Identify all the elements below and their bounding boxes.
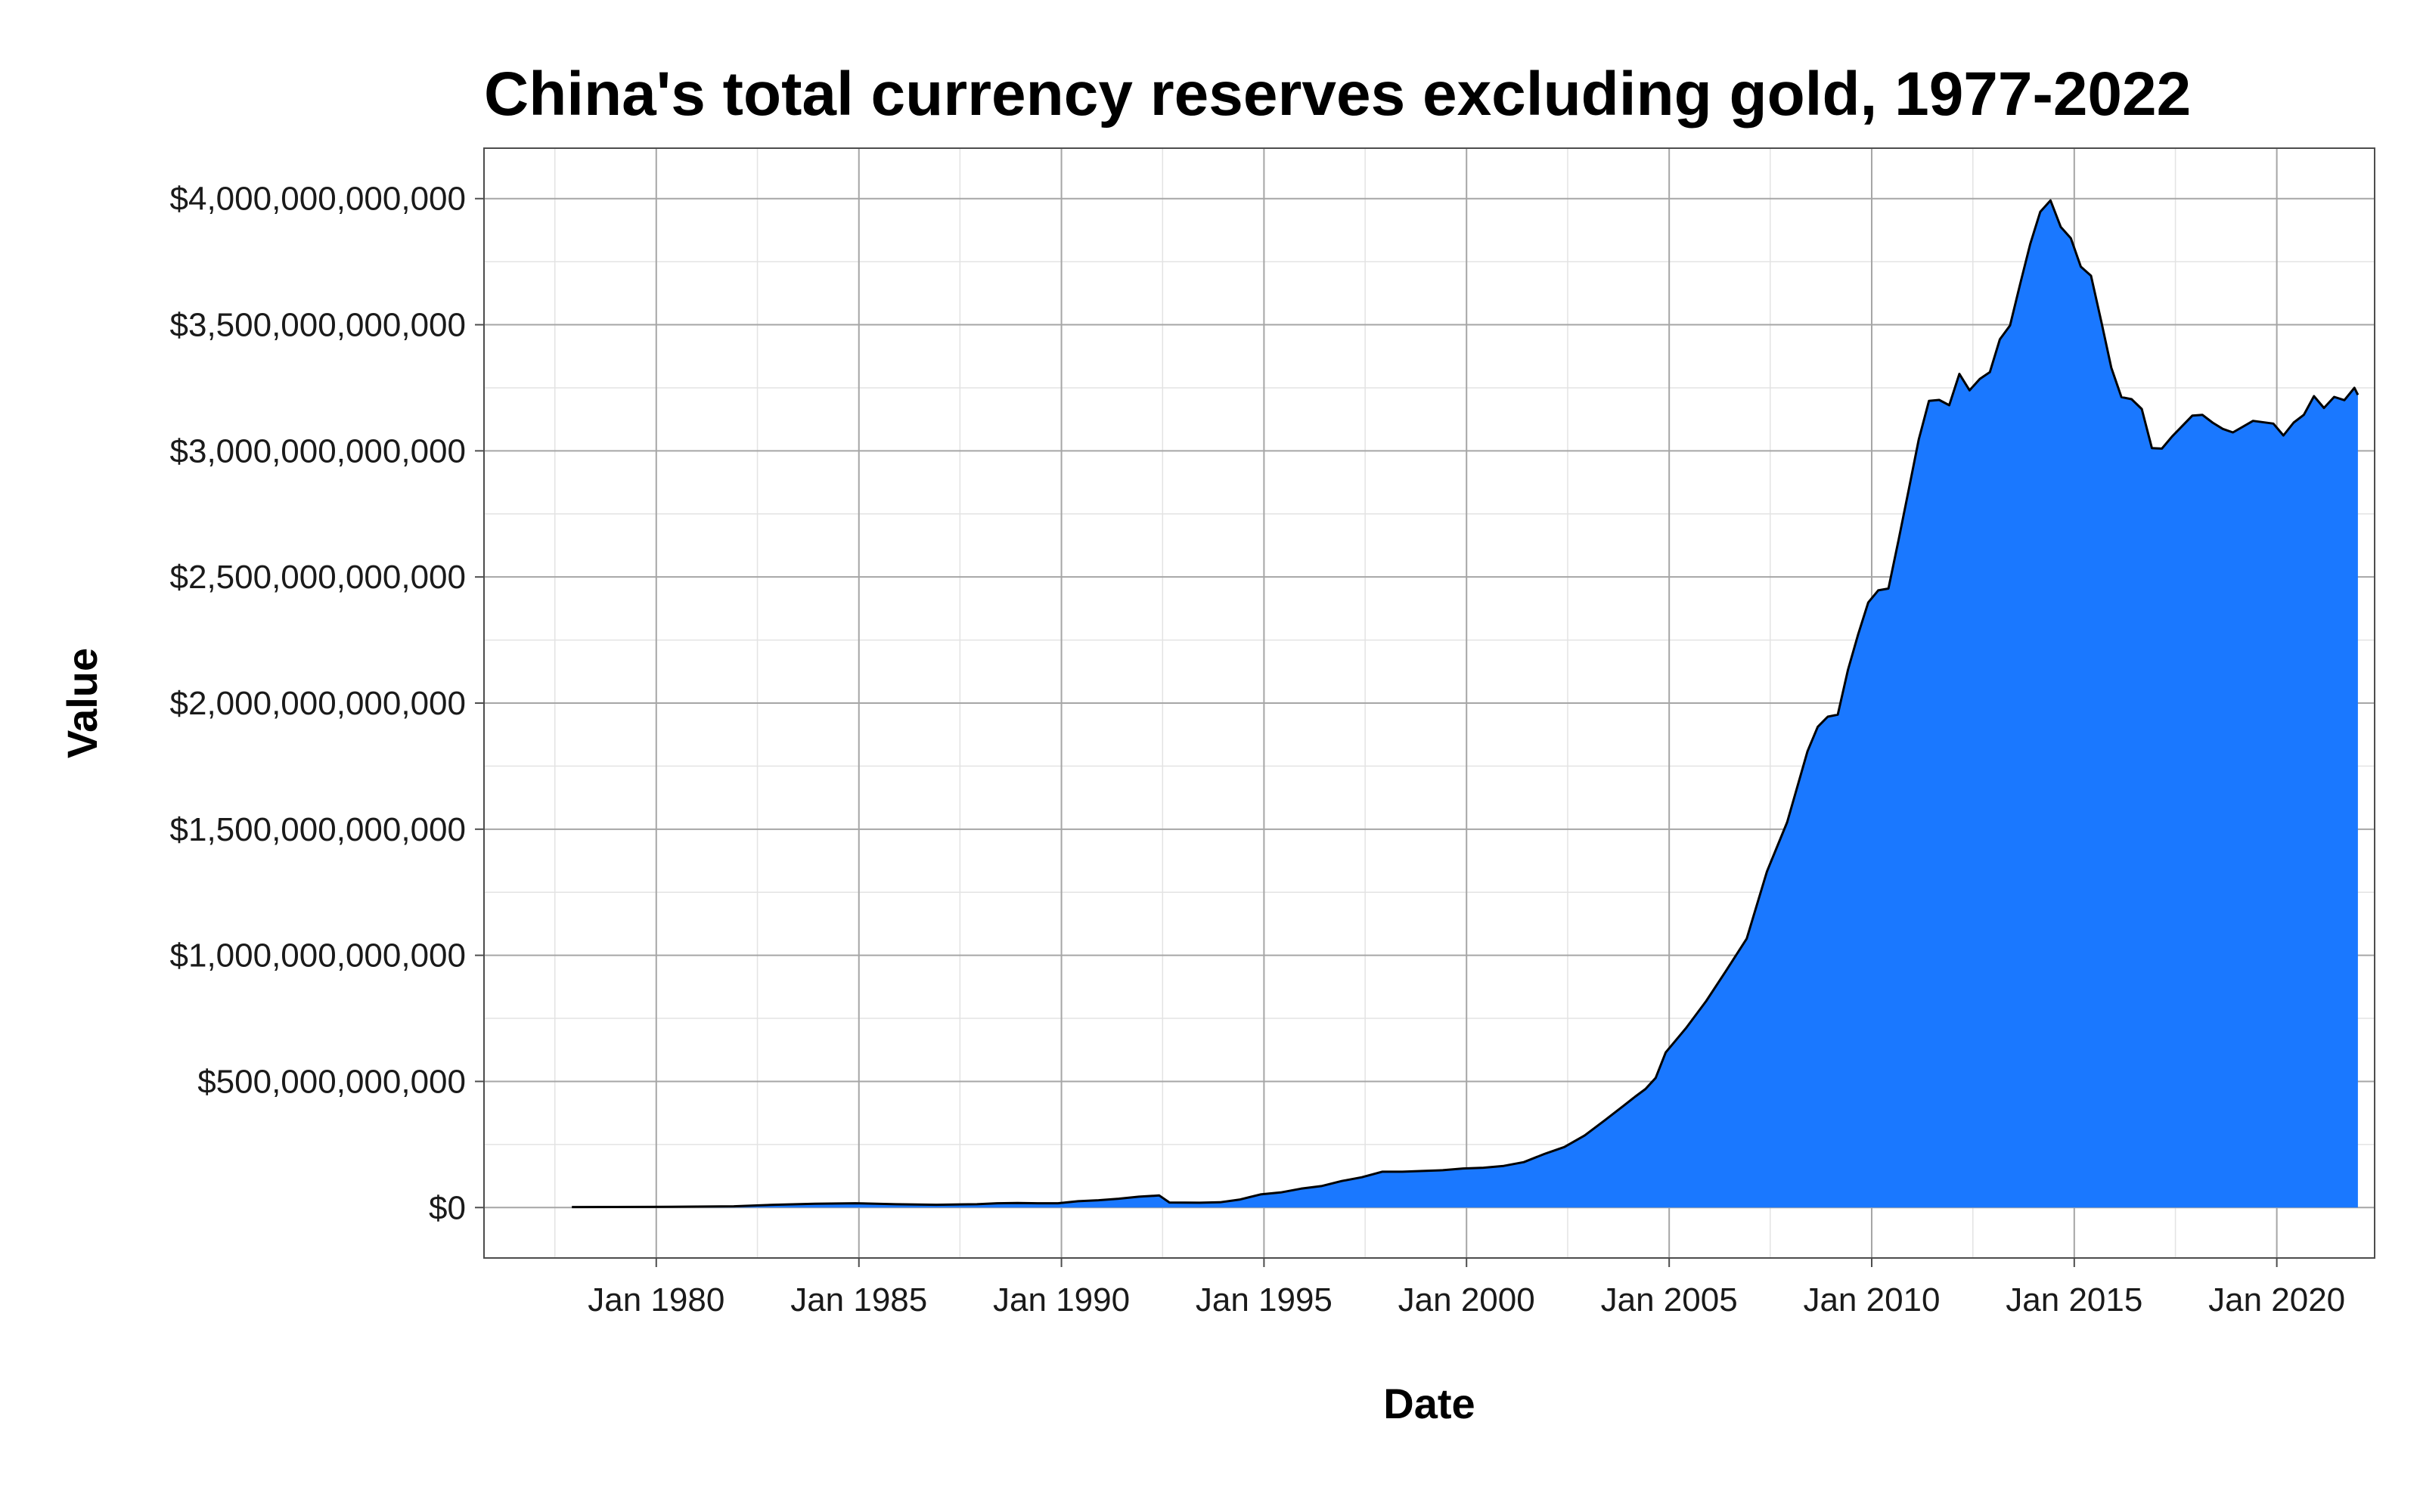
y-tick-label: $1,000,000,000,000 (170, 937, 467, 974)
x-axis: Jan 1980 Jan 1985 Jan 1990 Jan 1995 Jan 2000… (588, 1258, 2345, 1318)
x-tick-label: Jan 1985 (790, 1281, 927, 1318)
y-axis: $0 $500,000,000,000 $1,000,000,000,000 $1,5… (170, 181, 484, 1226)
chart-title: China's total currency reserves excludin… (484, 60, 2191, 129)
x-tick-label: Jan 2020 (2208, 1281, 2345, 1318)
y-tick-label: $3,000,000,000,000 (170, 432, 467, 469)
y-tick-label: $4,000,000,000,000 (170, 181, 467, 218)
y-tick-label: $1,500,000,000,000 (170, 811, 467, 848)
x-tick-label: Jan 2005 (1601, 1281, 1738, 1318)
x-tick-label: Jan 2000 (1398, 1281, 1535, 1318)
y-axis-title: Value (58, 648, 106, 758)
y-tick-label: $0 (429, 1189, 466, 1226)
y-tick-label: $500,000,000,000 (197, 1063, 466, 1100)
x-axis-title: Date (1383, 1380, 1475, 1427)
reserves-area (572, 200, 2358, 1208)
reserves-line (572, 199, 2360, 1209)
y-tick-label: $3,500,000,000,000 (170, 307, 467, 344)
y-tick-label: $2,500,000,000,000 (170, 559, 467, 596)
x-tick-label: Jan 1995 (1196, 1281, 1333, 1318)
x-tick-label: Jan 2010 (1803, 1281, 1940, 1318)
x-tick-label: Jan 2015 (2006, 1281, 2142, 1318)
x-tick-label: Jan 1990 (993, 1281, 1130, 1318)
y-tick-label: $2,000,000,000,000 (170, 685, 467, 722)
x-tick-label: Jan 1980 (588, 1281, 724, 1318)
